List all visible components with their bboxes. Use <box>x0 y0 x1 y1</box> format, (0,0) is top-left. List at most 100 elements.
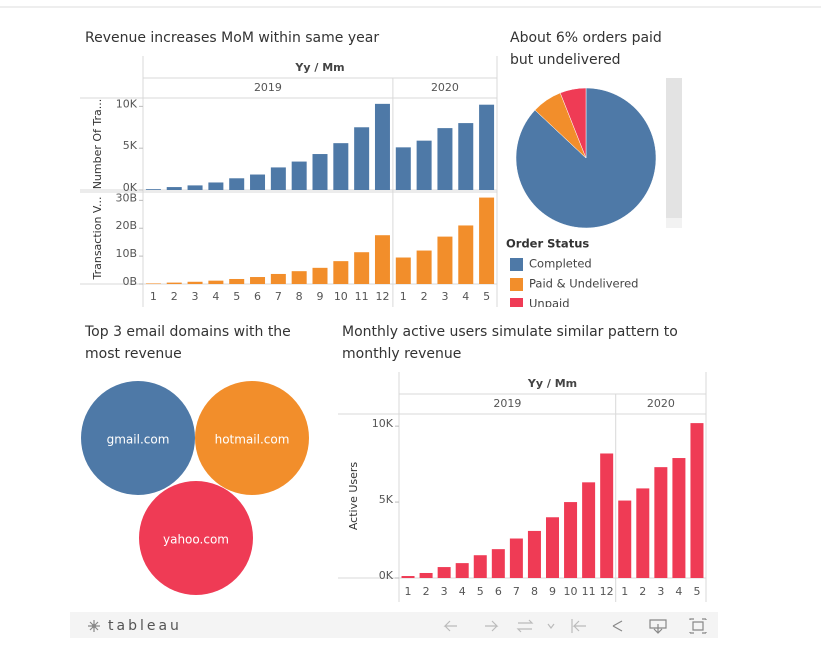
bar <box>208 182 224 190</box>
chart-title: Revenue increases MoM within same year <box>85 30 380 46</box>
y-axis-title: Active Users <box>347 462 360 531</box>
bar <box>333 261 349 284</box>
bar <box>374 235 390 284</box>
x-tick-label: 1 <box>400 290 407 303</box>
legend-swatch <box>510 258 523 271</box>
bar <box>654 467 668 578</box>
year-label: 2020 <box>431 81 459 94</box>
bar <box>527 530 541 578</box>
bar <box>437 567 451 578</box>
x-tick-label: 1 <box>150 290 157 303</box>
legend-swatch <box>510 298 523 307</box>
year-label: 2019 <box>493 397 521 410</box>
bar <box>479 197 495 284</box>
chart-title: About 6% orders paid but undelivered <box>510 30 662 68</box>
chart-title: Monthly active users simulate similar pa… <box>342 324 678 362</box>
bar <box>416 250 432 284</box>
x-tick-label: 10 <box>564 585 578 598</box>
x-tick-label: 4 <box>212 290 219 303</box>
legend-label: Completed <box>529 257 592 271</box>
bubble <box>195 381 309 495</box>
bar <box>145 189 161 190</box>
x-tick-label: 11 <box>355 290 369 303</box>
bar <box>395 257 411 284</box>
y-axis-title: Transaction V... <box>91 196 104 280</box>
bar <box>208 280 224 284</box>
reset-button[interactable] <box>571 619 586 633</box>
bar <box>312 154 328 190</box>
bar <box>354 252 370 284</box>
y-tick-label: 20B <box>115 219 137 232</box>
bar <box>437 236 453 284</box>
x-tick-label: 5 <box>233 290 240 303</box>
bar <box>458 123 474 190</box>
year-label: 2019 <box>254 81 282 94</box>
bar <box>672 458 686 578</box>
share-button[interactable] <box>612 620 623 632</box>
revert-button[interactable] <box>516 619 534 633</box>
tableau-logo[interactable]: tableau <box>108 618 182 634</box>
bar <box>455 563 469 578</box>
bar <box>374 103 390 190</box>
x-tick-label: 6 <box>495 585 502 598</box>
bar <box>187 185 203 190</box>
bar <box>250 277 266 284</box>
bar <box>509 538 523 578</box>
y-tick-label: 5K <box>123 139 138 152</box>
x-tick-label: 2 <box>639 585 646 598</box>
bar <box>545 517 560 578</box>
bar <box>250 174 266 190</box>
legend-swatch <box>510 278 523 291</box>
bar <box>401 576 415 578</box>
x-tick-label: 12 <box>600 585 614 598</box>
bar <box>618 500 632 578</box>
x-axis-title: Yy / Mm <box>294 61 344 74</box>
scrollbar[interactable] <box>666 78 682 218</box>
download-button[interactable] <box>649 619 667 634</box>
bar <box>600 453 614 578</box>
undo-button[interactable] <box>443 620 457 632</box>
y-tick-label: 10K <box>116 97 138 110</box>
bar <box>491 549 505 578</box>
bar <box>187 281 203 284</box>
legend-label: Paid & Undelivered <box>529 277 638 291</box>
bar <box>479 104 495 190</box>
bubble-label: hotmail.com <box>215 433 290 447</box>
x-tick-label: 7 <box>513 585 520 598</box>
bubble <box>81 381 195 495</box>
redo-button[interactable] <box>485 620 499 632</box>
bar <box>270 273 286 284</box>
bar <box>229 278 245 284</box>
x-tick-label: 4 <box>675 585 682 598</box>
scrollbar-track <box>666 218 682 228</box>
x-axis-title: Yy / Mm <box>527 377 577 390</box>
year-label: 2020 <box>647 397 675 410</box>
bar <box>166 187 182 190</box>
x-tick-label: 2 <box>423 585 430 598</box>
x-tick-label: 2 <box>171 290 178 303</box>
x-tick-label: 3 <box>192 290 199 303</box>
bar <box>458 225 474 284</box>
fullscreen-button[interactable] <box>689 618 707 634</box>
x-tick-label: 4 <box>462 290 469 303</box>
x-tick-label: 8 <box>296 290 303 303</box>
bar <box>270 167 286 190</box>
x-tick-label: 7 <box>275 290 282 303</box>
y-tick-label: 0B <box>122 275 137 288</box>
bar <box>473 555 487 578</box>
x-tick-label: 1 <box>405 585 412 598</box>
y-tick-label: 0K <box>123 181 138 194</box>
x-tick-label: 1 <box>621 585 628 598</box>
bar <box>636 488 650 578</box>
bar <box>419 572 433 578</box>
bar <box>291 271 307 284</box>
y-tick-label: 5K <box>379 493 394 506</box>
y-tick-label: 10K <box>372 417 394 430</box>
pie-slice <box>559 87 587 159</box>
revert-menu[interactable] <box>547 623 555 629</box>
toolbar <box>70 612 718 638</box>
bar <box>395 147 411 190</box>
bubble <box>139 481 253 595</box>
bar <box>291 161 307 190</box>
x-tick-label: 9 <box>549 585 556 598</box>
